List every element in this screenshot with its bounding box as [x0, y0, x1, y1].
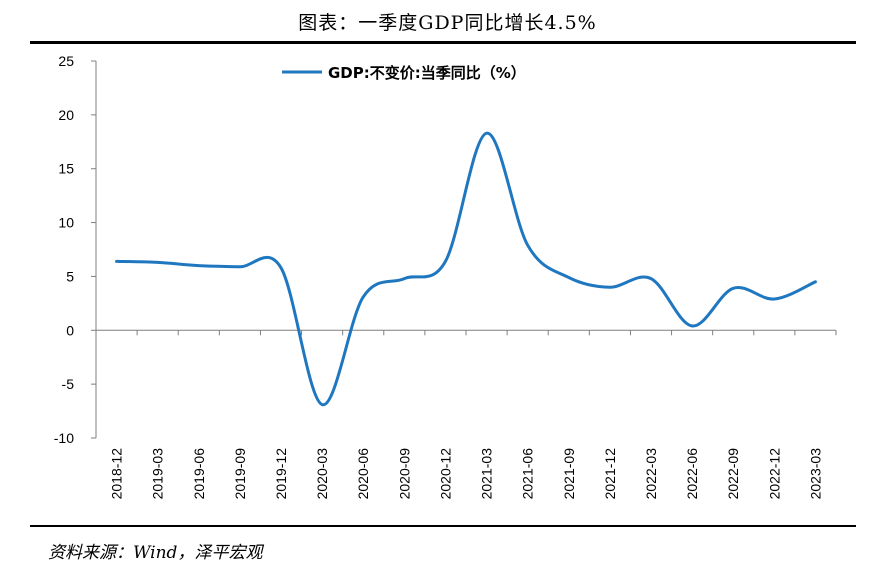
- data-point: [813, 280, 817, 284]
- data-point: [649, 277, 653, 281]
- bottom-rule: [30, 525, 856, 527]
- x-tick-label: 2022-03: [643, 448, 659, 500]
- y-tick-label: -5: [62, 376, 75, 392]
- series-line: [115, 131, 817, 407]
- data-point: [197, 264, 201, 268]
- data-point: [567, 276, 571, 280]
- y-tick-label: 0: [66, 322, 74, 338]
- y-axis: -10 -5 0 5 10 15 20 25: [54, 53, 97, 446]
- x-tick-label: 2020-06: [355, 448, 371, 500]
- x-tick-label: 2020-03: [314, 448, 330, 500]
- chart-title: 图表：一季度GDP同比增长4.5%: [298, 12, 597, 34]
- data-point: [443, 259, 447, 263]
- y-tick-label: 5: [66, 268, 74, 284]
- data-point: [115, 259, 119, 263]
- y-tick-label: -10: [54, 430, 74, 446]
- data-point: [361, 295, 365, 299]
- data-point: [402, 277, 406, 281]
- legend: GDP:不变价:当季同比（%）: [282, 64, 526, 82]
- x-tick-label: 2021-12: [602, 448, 618, 500]
- data-point: [279, 266, 283, 270]
- x-tick-label: 2021-03: [479, 448, 495, 500]
- data-point: [156, 260, 160, 264]
- y-tick-label: 25: [58, 53, 74, 69]
- x-tick-label: 2019-06: [191, 448, 207, 500]
- x-tick-label: 2022-09: [725, 448, 741, 500]
- series-layer: [115, 131, 817, 407]
- x-tick-label: 2021-09: [561, 448, 577, 500]
- x-tick-label: 2022-06: [684, 448, 700, 500]
- data-point: [238, 265, 242, 269]
- data-point: [690, 324, 694, 328]
- x-tick-label: 2019-09: [232, 448, 248, 500]
- top-rule: [30, 41, 856, 44]
- data-point: [485, 131, 489, 135]
- data-point: [320, 403, 324, 407]
- y-tick-label: 20: [58, 107, 74, 123]
- x-tick-label: 2020-09: [396, 448, 412, 500]
- x-tick-label: 2020-12: [437, 448, 453, 500]
- data-point: [731, 286, 735, 290]
- data-point: [526, 243, 530, 247]
- data-point: [608, 285, 612, 289]
- data-point: [772, 297, 776, 301]
- x-tick-label: 2023-03: [807, 448, 823, 500]
- x-tick-label: 2021-06: [520, 448, 536, 500]
- x-axis: 2018-12 2019-03 2019-06 2019-09 2019-12 2020-…: [95, 329, 837, 500]
- x-tick-label: 2018-12: [109, 448, 125, 500]
- legend-label: GDP:不变价:当季同比（%）: [328, 64, 526, 82]
- y-tick-label: 10: [58, 215, 74, 231]
- source-note: 资料来源：Wind，泽平宏观: [48, 543, 263, 563]
- y-tick-label: 15: [58, 161, 74, 177]
- x-tick-label: 2022-12: [766, 448, 782, 500]
- x-tick-label: 2019-03: [150, 448, 166, 500]
- x-tick-label: 2019-12: [273, 448, 289, 500]
